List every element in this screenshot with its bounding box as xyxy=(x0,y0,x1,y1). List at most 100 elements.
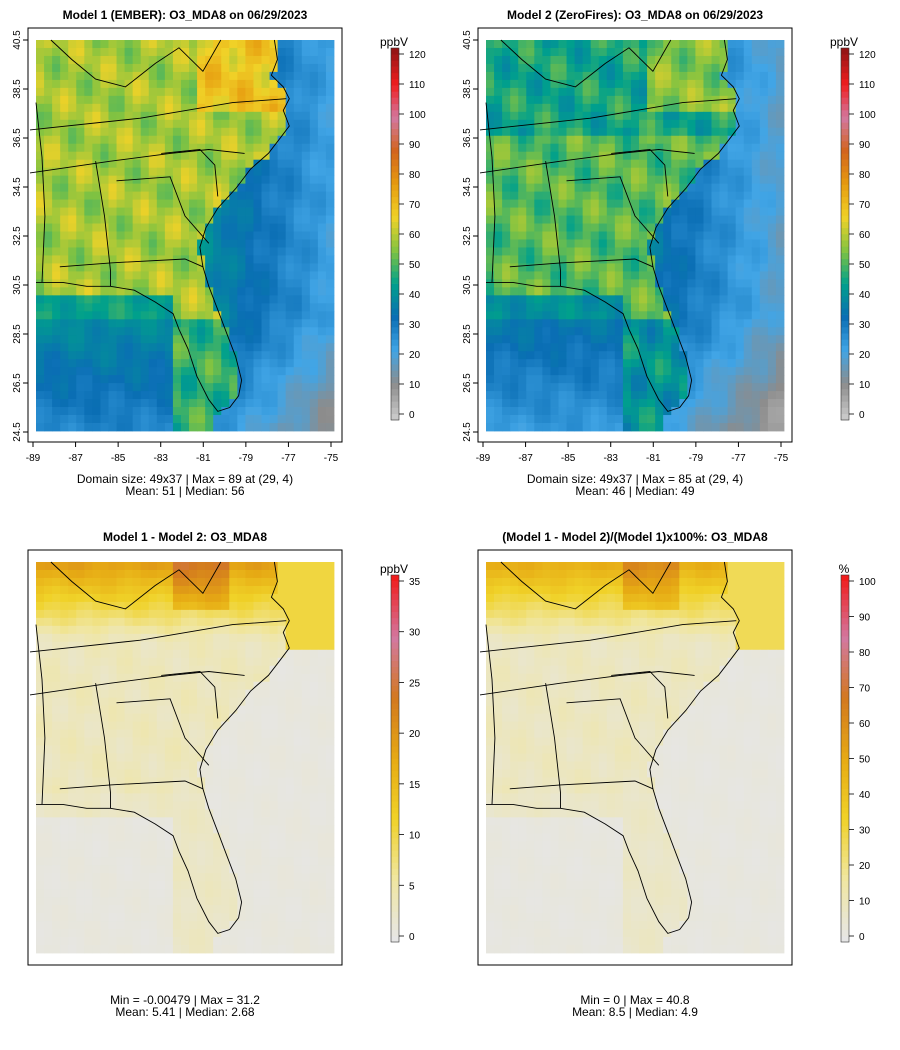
grid-cell xyxy=(173,738,181,746)
grid-cell xyxy=(157,658,165,666)
grid-cell xyxy=(550,176,558,184)
grid-cell xyxy=(607,399,615,407)
grid-cell xyxy=(125,746,133,754)
grid-cell xyxy=(221,136,229,144)
grid-cell xyxy=(157,72,165,80)
grid-cell xyxy=(278,351,286,359)
grid-cell xyxy=(165,610,173,618)
grid-cell xyxy=(108,200,116,208)
grid-cell xyxy=(623,40,631,48)
grid-cell xyxy=(133,239,141,247)
grid-cell xyxy=(117,650,125,658)
grid-cell xyxy=(663,263,671,271)
grid-cell xyxy=(108,562,116,570)
grid-cell xyxy=(100,642,108,650)
grid-cell xyxy=(502,128,510,136)
grid-cell xyxy=(157,570,165,578)
grid-cell xyxy=(133,626,141,634)
grid-cell xyxy=(768,128,776,136)
grid-cell xyxy=(157,192,165,200)
grid-cell xyxy=(326,216,334,224)
grid-cell xyxy=(768,295,776,303)
grid-cell xyxy=(286,777,294,785)
grid-cell xyxy=(736,176,744,184)
grid-cell xyxy=(229,698,237,706)
grid-cell xyxy=(318,232,326,240)
grid-cell xyxy=(189,682,197,690)
grid-cell xyxy=(262,128,270,136)
grid-cell xyxy=(229,562,237,570)
grid-cell xyxy=(157,160,165,168)
grid-cell xyxy=(318,80,326,88)
grid-cell xyxy=(165,682,173,690)
grid-cell xyxy=(229,407,237,415)
grid-cell xyxy=(294,383,302,391)
grid-cell xyxy=(518,200,526,208)
grid-cell xyxy=(125,570,133,578)
colorbar-tick-label: 40 xyxy=(409,290,421,301)
grid-cell xyxy=(736,319,744,327)
grid-cell xyxy=(253,200,261,208)
grid-cell xyxy=(623,160,631,168)
grid-cell xyxy=(165,208,173,216)
grid-cell xyxy=(752,311,760,319)
grid-cell xyxy=(36,279,44,287)
grid-cell xyxy=(526,367,534,375)
grid-cell xyxy=(60,769,68,777)
grid-cell xyxy=(197,136,205,144)
grid-cell xyxy=(100,327,108,335)
grid-cell xyxy=(68,208,76,216)
grid-cell xyxy=(607,112,615,120)
grid-cell xyxy=(720,247,728,255)
grid-cell xyxy=(687,383,695,391)
grid-cell xyxy=(245,407,253,415)
grid-cell xyxy=(526,168,534,176)
grid-cell xyxy=(100,658,108,666)
grid-cell xyxy=(108,311,116,319)
grid-cell xyxy=(623,399,631,407)
grid-cell xyxy=(213,88,221,96)
grid-cell xyxy=(60,706,68,714)
grid-cell xyxy=(213,176,221,184)
grid-cell xyxy=(591,423,599,431)
grid-cell xyxy=(703,335,711,343)
grid-cell xyxy=(68,650,76,658)
grid-cell xyxy=(52,578,60,586)
grid-cell xyxy=(117,761,125,769)
grid-cell xyxy=(52,48,60,56)
grid-cell xyxy=(44,176,52,184)
grid-cell xyxy=(639,160,647,168)
colorbar-segment xyxy=(391,346,399,353)
grid-cell xyxy=(591,56,599,64)
grid-cell xyxy=(326,578,334,586)
grid-cell xyxy=(213,239,221,247)
grid-cell xyxy=(253,594,261,602)
grid-cell xyxy=(117,746,125,754)
grid-cell xyxy=(623,96,631,104)
grid-cell xyxy=(502,351,510,359)
colorbar-segment xyxy=(391,184,399,191)
grid-cell xyxy=(117,594,125,602)
grid-cell xyxy=(125,56,133,64)
grid-cell xyxy=(100,56,108,64)
colorbar-tick-label: 60 xyxy=(859,230,871,241)
grid-cell xyxy=(639,287,647,295)
grid-cell xyxy=(494,247,502,255)
grid-cell xyxy=(567,415,575,423)
grid-cell xyxy=(494,232,502,240)
grid-cell xyxy=(318,200,326,208)
grid-cell xyxy=(76,777,84,785)
grid-cell xyxy=(205,72,213,80)
grid-cell xyxy=(245,351,253,359)
grid-cell xyxy=(318,216,326,224)
grid-cell xyxy=(125,658,133,666)
grid-cell xyxy=(526,176,534,184)
colorbar-segment xyxy=(841,215,849,222)
grid-cell xyxy=(133,777,141,785)
grid-cell xyxy=(125,279,133,287)
grid-cell xyxy=(205,208,213,216)
grid-cell xyxy=(117,769,125,777)
grid-cell xyxy=(550,152,558,160)
grid-cell xyxy=(84,562,92,570)
grid-cell xyxy=(157,232,165,240)
